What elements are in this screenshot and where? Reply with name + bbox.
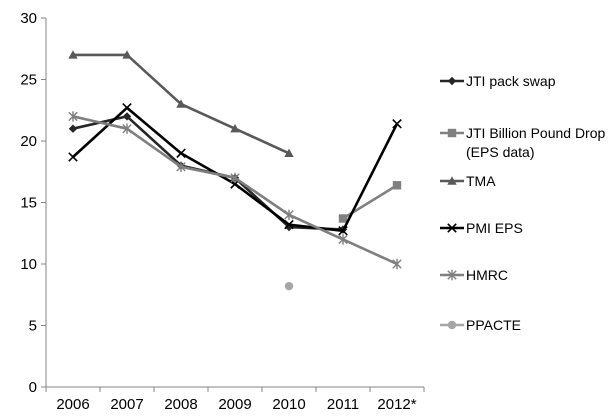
data-point [230, 172, 240, 184]
data-point [176, 99, 186, 108]
legend-item: JTI Billion Pound Drop (EPS data) [440, 125, 606, 160]
legend: JTI pack swap JTI Billion Pound Drop (EPS … [440, 73, 606, 333]
legend-label: HMRC [466, 267, 508, 283]
legend-label: PMI EPS [466, 220, 523, 236]
series-line [72, 115, 398, 266]
data-point [392, 119, 402, 129]
legend-swatch-marker [447, 176, 457, 185]
legend-swatch-marker [447, 320, 457, 330]
legend-item: PPACTE [440, 317, 521, 333]
series-jti-billion-pound-drop-eps-data [338, 181, 402, 223]
x-tick-label: 2007 [110, 396, 143, 413]
data-point [392, 258, 402, 270]
legend-label: JTI Billion Pound Drop (EPS data) [466, 125, 606, 160]
y-tick-label: 0 [29, 379, 37, 396]
data-point [122, 103, 132, 113]
data-point [68, 111, 78, 122]
legend-swatch-marker [447, 128, 457, 138]
series-ppacte [284, 281, 294, 291]
x-tick-label: 2010 [272, 396, 305, 413]
legend-item: HMRC [440, 267, 508, 283]
legend-label: JTI pack swap [466, 73, 556, 89]
x-tick-label: 2009 [218, 396, 251, 413]
x-tick-label: 2006 [56, 396, 89, 413]
data-point [176, 161, 186, 173]
legend-label-line: JTI Billion Pound Drop [466, 125, 606, 141]
data-point [122, 50, 132, 59]
y-tick-label: 25 [20, 72, 37, 89]
data-point [122, 112, 132, 121]
y-tick-label: 5 [29, 318, 37, 335]
data-point [392, 181, 402, 190]
legend-item: PMI EPS [440, 220, 523, 236]
data-point [230, 124, 240, 133]
data-point [284, 148, 294, 157]
data-point [284, 281, 294, 291]
legend-item: TMA [440, 173, 496, 189]
data-point [284, 209, 294, 220]
axes: 0 5 10 15 20 25 30 2006 2007 2008 2009 2010 2011 2012… [20, 10, 425, 413]
data-point [68, 152, 78, 162]
data-point [68, 124, 78, 133]
data-point [284, 219, 294, 230]
data-point [338, 234, 348, 245]
series-tma [68, 50, 294, 157]
y-tick-label: 20 [20, 133, 37, 150]
legend-label: PPACTE [466, 317, 521, 333]
series-pmi-eps [68, 103, 402, 236]
data-point [338, 214, 348, 223]
legend-swatch-marker [447, 223, 457, 233]
x-tick-label: 2011 [327, 396, 359, 413]
legend-swatch-marker [447, 269, 457, 281]
legend-label: TMA [466, 173, 496, 189]
series-hmrc [68, 111, 402, 270]
x-tick-label: 2008 [164, 396, 197, 413]
legend-item: JTI pack swap [440, 73, 556, 89]
y-tick-label: 15 [20, 195, 37, 212]
legend-swatch-marker [447, 76, 457, 86]
y-tick-label: 10 [20, 256, 37, 273]
data-point [176, 148, 186, 159]
legend-label-line: (EPS data) [466, 144, 534, 160]
data-point [122, 123, 132, 134]
x-tick-label: 2012* [377, 396, 416, 413]
series-layer [68, 50, 402, 291]
y-tick-label: 30 [20, 10, 37, 27]
data-point [338, 226, 348, 236]
data-point [68, 50, 78, 59]
